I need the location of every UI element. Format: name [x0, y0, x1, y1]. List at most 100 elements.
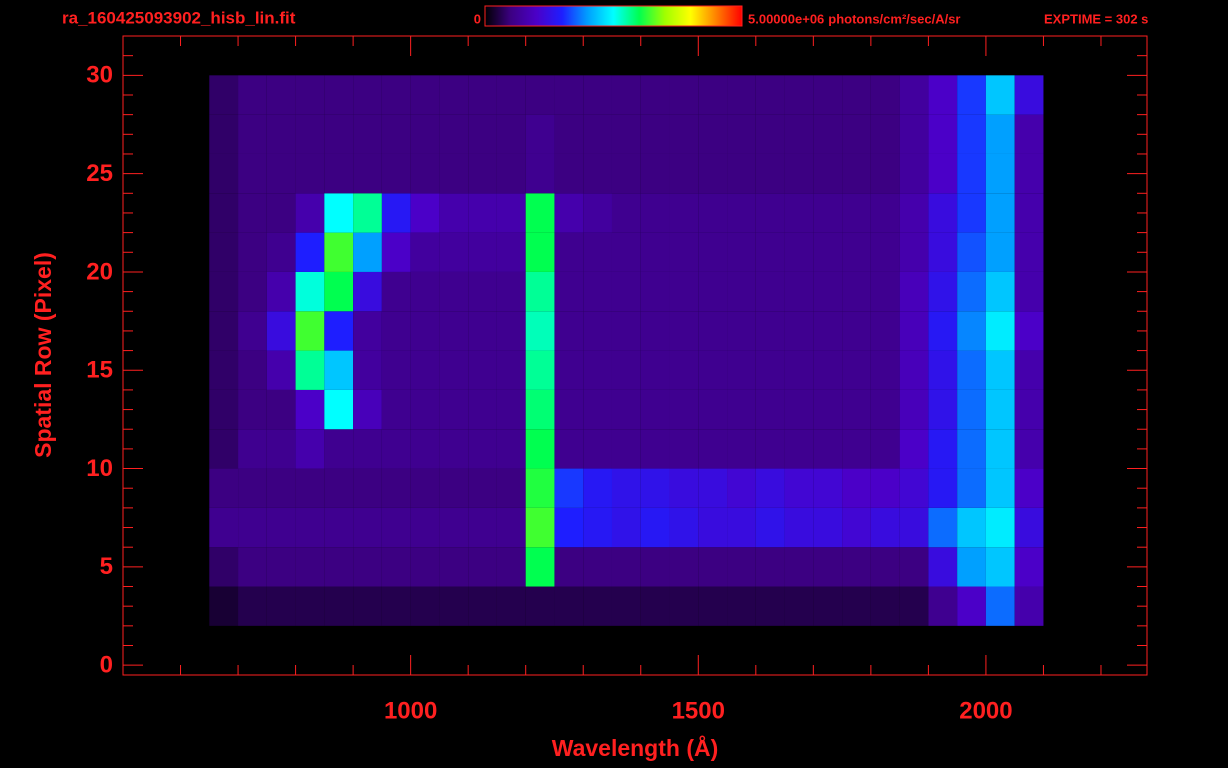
heatmap-cell	[496, 468, 526, 508]
heatmap-cell	[209, 153, 239, 194]
heatmap-cell	[870, 350, 900, 390]
heatmap-cell	[583, 153, 612, 194]
heatmap-cell	[755, 429, 785, 469]
heatmap-cell	[583, 507, 612, 548]
heatmap-cell	[842, 547, 871, 587]
heatmap-cell	[468, 507, 497, 548]
heatmap-cell	[583, 547, 612, 587]
heatmap-cell	[439, 547, 469, 587]
heatmap-cell	[468, 114, 497, 154]
y-tick-label: 30	[86, 62, 113, 89]
heatmap-cell	[928, 232, 958, 272]
heatmap-cell	[266, 350, 296, 390]
y-tick-label: 10	[86, 455, 113, 482]
heatmap-cell	[727, 75, 756, 115]
heatmap-cell	[238, 193, 267, 233]
heatmap-cell	[381, 311, 411, 351]
y-tick-label: 5	[100, 553, 113, 580]
heatmap-cell	[554, 153, 584, 194]
heatmap-cell	[295, 547, 325, 587]
heatmap-cell	[468, 75, 497, 115]
heatmap-cell	[353, 193, 382, 233]
heatmap-cell	[985, 232, 1015, 272]
heatmap-cell	[899, 193, 929, 233]
heatmap-cell	[640, 350, 670, 390]
heatmap-cell	[985, 311, 1015, 351]
heatmap-cell	[640, 389, 670, 430]
heatmap-cell	[381, 350, 411, 390]
heatmap-cell	[640, 193, 670, 233]
heatmap-cell	[957, 507, 986, 548]
heatmap-cell	[928, 193, 958, 233]
heatmap-cell	[928, 114, 958, 154]
heatmap-cell	[957, 311, 986, 351]
heatmap-cell	[842, 232, 871, 272]
heatmap-cell	[899, 311, 929, 351]
heatmap-cell	[727, 389, 756, 430]
heatmap-cell	[266, 114, 296, 154]
heatmap-cell	[554, 193, 584, 233]
heatmap-cell	[525, 311, 555, 351]
heatmap-cell	[842, 389, 871, 430]
heatmap-cell	[957, 468, 986, 508]
heatmap-cell	[899, 586, 929, 626]
heatmap-cell	[295, 389, 325, 430]
heatmap-cell	[496, 311, 526, 351]
heatmap-cell	[1014, 429, 1044, 469]
heatmap-cell	[899, 232, 929, 272]
heatmap-cell	[496, 507, 526, 548]
heatmap-cell	[985, 193, 1015, 233]
heatmap-cell	[583, 586, 612, 626]
heatmap-cell	[238, 547, 267, 587]
heatmap-cell	[525, 547, 555, 587]
heatmap-cell	[727, 232, 756, 272]
heatmap-cell	[324, 193, 354, 233]
heatmap-cell	[899, 389, 929, 430]
heatmap-cell	[842, 75, 871, 115]
heatmap-cell	[813, 350, 843, 390]
heatmap-cell	[669, 389, 699, 430]
heatmap-cell	[209, 389, 239, 430]
heatmap-cell	[1014, 75, 1044, 115]
heatmap-cell	[755, 586, 785, 626]
heatmap-cell	[353, 75, 382, 115]
heatmap-cell	[727, 429, 756, 469]
heatmap-cell	[985, 75, 1015, 115]
heatmap-cell	[784, 468, 814, 508]
heatmap-cell	[295, 114, 325, 154]
heatmap-cell	[381, 507, 411, 548]
heatmap-cell	[842, 586, 871, 626]
heatmap-cell	[209, 350, 239, 390]
heatmap-cell	[353, 311, 382, 351]
heatmap-cell	[899, 114, 929, 154]
heatmap-cell	[842, 507, 871, 548]
heatmap-cell	[957, 153, 986, 194]
heatmap-cell	[583, 114, 612, 154]
heatmap-cell	[525, 389, 555, 430]
heatmap-cell	[640, 232, 670, 272]
heatmap-cell	[381, 468, 411, 508]
heatmap-cell	[985, 389, 1015, 430]
heatmap-cell	[928, 547, 958, 587]
heatmap-cell	[1014, 311, 1044, 351]
heatmap-cell	[554, 429, 584, 469]
heatmap-cell	[611, 193, 641, 233]
heatmap-cell	[1014, 153, 1044, 194]
heatmap-cell	[611, 311, 641, 351]
heatmap-cell	[238, 232, 267, 272]
heatmap-cell	[353, 586, 382, 626]
heatmap-cell	[525, 468, 555, 508]
heatmap-cell	[439, 271, 469, 312]
heatmap-cell	[727, 153, 756, 194]
heatmap-cell	[353, 507, 382, 548]
heatmap-cell	[813, 232, 843, 272]
heatmap-cell	[698, 389, 728, 430]
heatmap-cell	[957, 271, 986, 312]
heatmap-cell	[324, 75, 354, 115]
heatmap-cell	[842, 193, 871, 233]
heatmap-cell	[554, 468, 584, 508]
heatmap-cell	[439, 232, 469, 272]
heatmap-cell	[353, 271, 382, 312]
heatmap-cell	[209, 468, 239, 508]
heatmap-cell	[554, 232, 584, 272]
